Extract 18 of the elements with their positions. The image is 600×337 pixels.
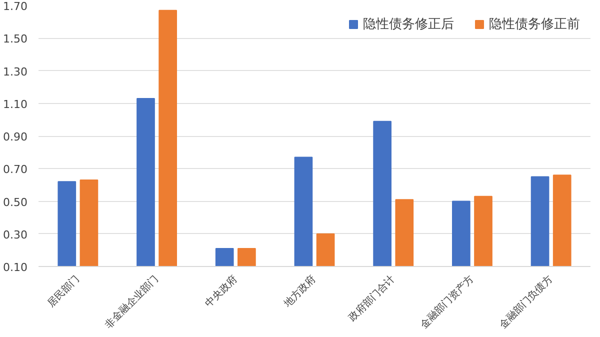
y-tick-label: 0.10 bbox=[3, 261, 28, 274]
y-tick-label: 1.30 bbox=[3, 65, 28, 78]
y-tick-label: 0.90 bbox=[3, 130, 28, 144]
y-tick-label: 1.70 bbox=[3, 0, 28, 13]
y-tick-label: 1.50 bbox=[3, 32, 28, 46]
x-tick-label: 非金融企业部门 bbox=[102, 272, 161, 331]
legend-label: 隐性债务修正前 bbox=[489, 16, 580, 33]
x-tick-label: 金融部门资产方 bbox=[418, 272, 476, 331]
y-tick-label: 1.10 bbox=[3, 98, 28, 111]
legend-label: 隐性债务修正后 bbox=[363, 16, 454, 33]
y-tick-label: 0.70 bbox=[3, 163, 28, 176]
x-tick-label: 政府部门合计 bbox=[346, 272, 398, 324]
y-tick-label: 0.50 bbox=[3, 196, 28, 209]
x-tick-label: 地方政府 bbox=[280, 272, 318, 310]
x-tick-label: 居民部门 bbox=[45, 272, 82, 310]
x-tick-label: 金融部门负债方 bbox=[496, 272, 555, 331]
x-tick-label: 中央政府 bbox=[202, 272, 240, 310]
y-tick-label: 0.30 bbox=[3, 228, 28, 242]
